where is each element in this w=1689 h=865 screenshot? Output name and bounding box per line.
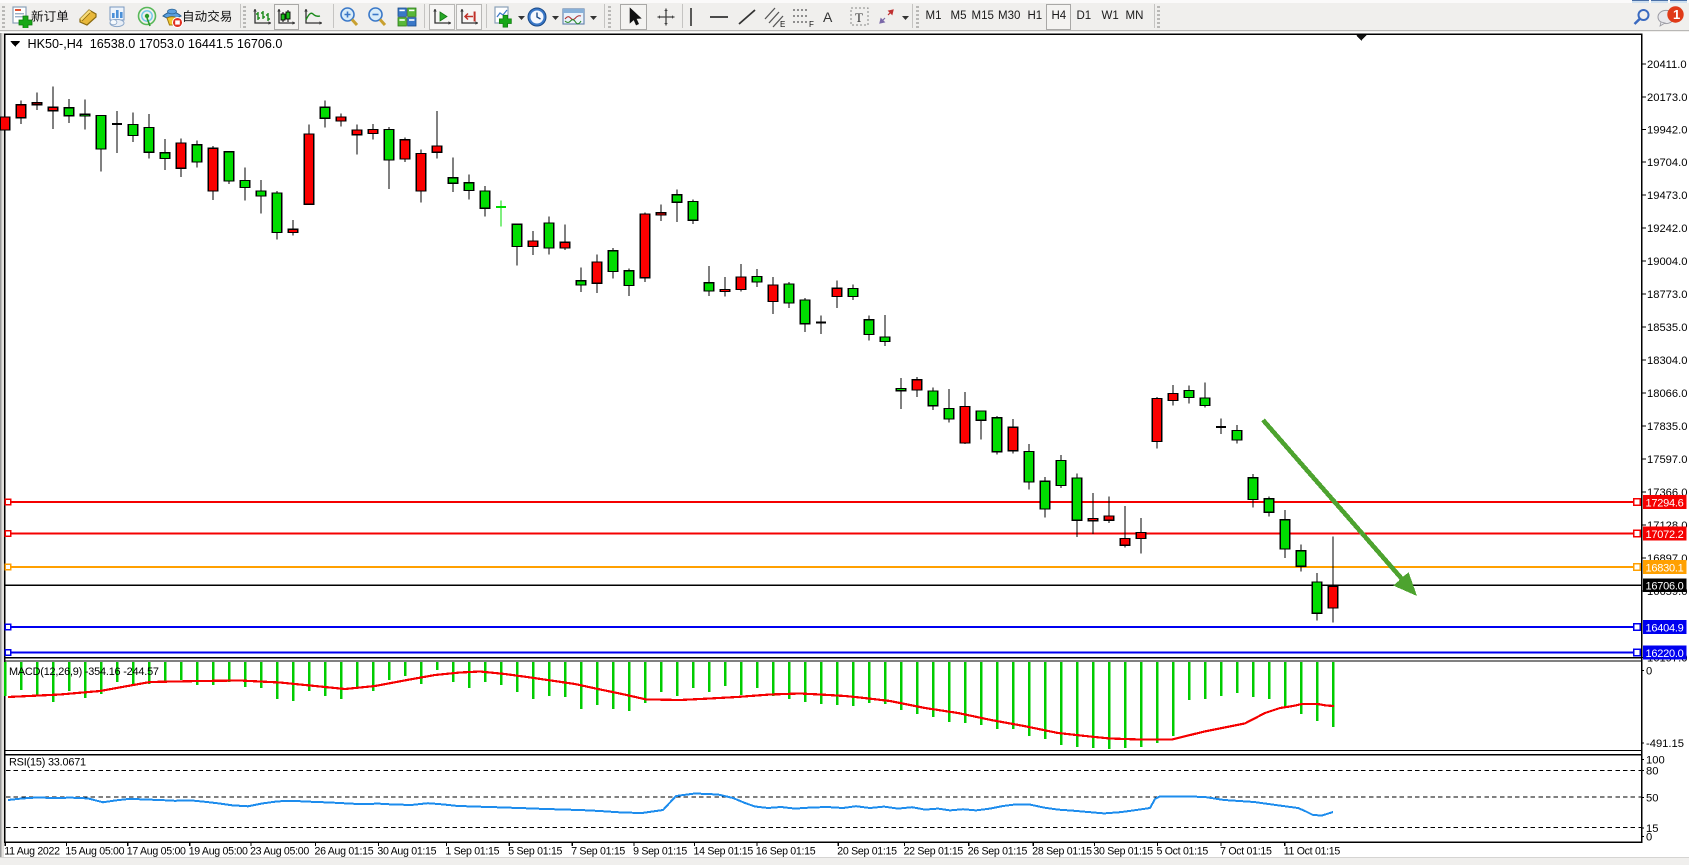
svg-text:17294.6: 17294.6 [1646, 497, 1684, 509]
svg-text:0: 0 [1646, 666, 1652, 678]
svg-text:MACD(12,26,9) -354.16 -244.57: MACD(12,26,9) -354.16 -244.57 [9, 666, 159, 678]
svg-text:18535.0: 18535.0 [1647, 322, 1687, 334]
svg-text:5 Oct 01:15: 5 Oct 01:15 [1157, 846, 1209, 858]
svg-text:19473.0: 19473.0 [1647, 190, 1687, 202]
svg-text:20173.0: 20173.0 [1647, 92, 1687, 104]
svg-text:18304.0: 18304.0 [1647, 355, 1687, 367]
svg-text:19242.0: 19242.0 [1647, 223, 1687, 235]
svg-text:9 Sep 01:15: 9 Sep 01:15 [633, 846, 687, 858]
svg-text:26 Aug 01:15: 26 Aug 01:15 [315, 846, 374, 858]
svg-text:HK50-,H4 16538.0 17053.0 1644: HK50-,H4 16538.0 17053.0 16441.5 16706.0 [28, 37, 283, 51]
svg-text:E: E [780, 20, 785, 28]
svg-text:17597.0: 17597.0 [1647, 454, 1687, 466]
svg-text:5 Sep 01:15: 5 Sep 01:15 [508, 846, 562, 858]
svg-text:11 Oct 01:15: 11 Oct 01:15 [1284, 846, 1341, 858]
svg-text:11 Aug 2022: 11 Aug 2022 [4, 846, 60, 858]
svg-text:18066.0: 18066.0 [1647, 388, 1687, 400]
svg-text:17072.2: 17072.2 [1646, 529, 1684, 541]
svg-text:15 Aug 05:00: 15 Aug 05:00 [65, 846, 124, 858]
svg-text:20 Sep 01:15: 20 Sep 01:15 [837, 846, 897, 858]
svg-text:19004.0: 19004.0 [1647, 256, 1687, 268]
svg-text:17835.0: 17835.0 [1647, 421, 1687, 433]
svg-text:26 Sep 01:15: 26 Sep 01:15 [968, 846, 1028, 858]
svg-text:7 Oct 01:15: 7 Oct 01:15 [1220, 846, 1272, 858]
svg-text:RSI(15) 33.0671: RSI(15) 33.0671 [9, 757, 86, 769]
svg-text:18773.0: 18773.0 [1647, 289, 1687, 301]
svg-text:1 Sep 01:15: 1 Sep 01:15 [445, 846, 499, 858]
svg-text:23 Aug 05:00: 23 Aug 05:00 [250, 846, 309, 858]
svg-text:17 Aug 05:00: 17 Aug 05:00 [127, 846, 186, 858]
svg-text:16706.0: 16706.0 [1646, 581, 1684, 593]
svg-text:80: 80 [1646, 765, 1658, 777]
svg-text:19942.0: 19942.0 [1647, 125, 1687, 137]
svg-text:-491.15: -491.15 [1646, 738, 1684, 750]
svg-text:14 Sep 01:15: 14 Sep 01:15 [694, 846, 754, 858]
svg-text:0: 0 [1646, 832, 1652, 844]
svg-text:100: 100 [1646, 754, 1665, 766]
svg-text:16830.1: 16830.1 [1646, 562, 1684, 574]
svg-text:19704.0: 19704.0 [1647, 157, 1687, 169]
svg-text:1: 1 [1673, 7, 1680, 22]
svg-text:7 Sep 01:15: 7 Sep 01:15 [571, 846, 625, 858]
svg-text:16220.0: 16220.0 [1646, 648, 1684, 660]
svg-text:T: T [855, 10, 863, 25]
svg-text:15: 15 [1646, 823, 1658, 835]
svg-text:19 Aug 05:00: 19 Aug 05:00 [189, 846, 248, 858]
svg-text:16 Sep 01:15: 16 Sep 01:15 [756, 846, 816, 858]
svg-text:30 Aug 01:15: 30 Aug 01:15 [377, 846, 436, 858]
svg-text:20411.0: 20411.0 [1647, 59, 1687, 71]
svg-text:F: F [809, 20, 814, 28]
svg-text:50: 50 [1646, 792, 1658, 804]
svg-text:16404.9: 16404.9 [1646, 622, 1684, 634]
svg-text:30 Sep 01:15: 30 Sep 01:15 [1093, 846, 1153, 858]
svg-text:28 Sep 01:15: 28 Sep 01:15 [1032, 846, 1092, 858]
svg-text:22 Sep 01:15: 22 Sep 01:15 [904, 846, 964, 858]
